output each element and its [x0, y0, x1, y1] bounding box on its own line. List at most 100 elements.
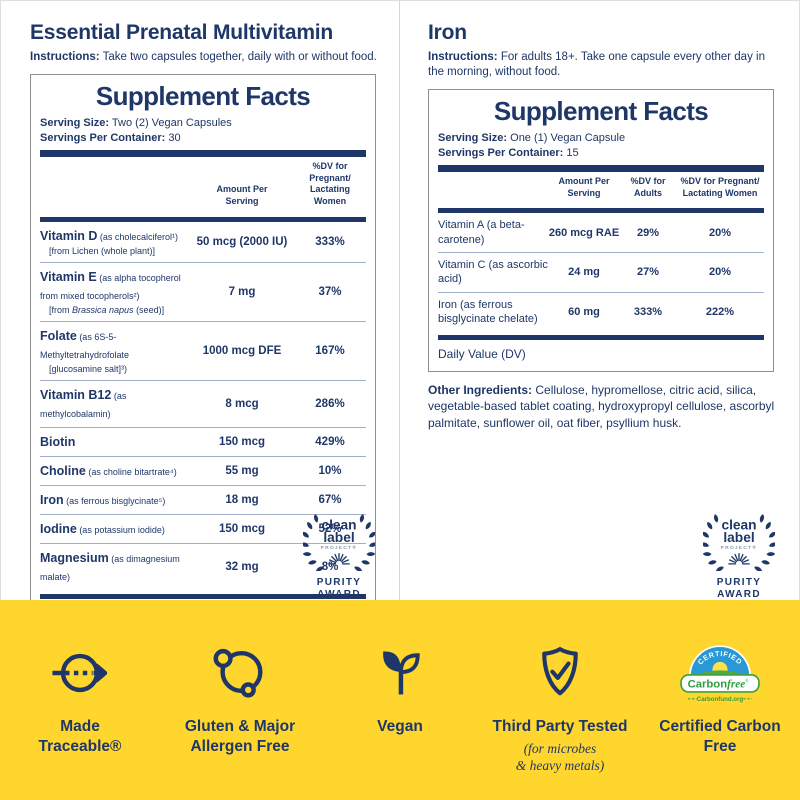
row-divider: [40, 514, 366, 516]
row-divider: [40, 456, 366, 458]
footer-item-made-traceable: Made Traceable®: [0, 600, 160, 800]
svg-text:PROJECT®: PROJECT®: [321, 544, 358, 550]
nutrient-name: Iodine (as potassium iodide): [40, 522, 165, 537]
servings-value: 30: [165, 132, 181, 145]
instructions-text: Take two capsules together, daily with o…: [99, 51, 377, 63]
nutrient-name: Biotin: [40, 435, 76, 450]
dv-adults-cell: 27%: [636, 266, 660, 279]
row-divider: [40, 261, 366, 263]
dv-cell: 10%: [318, 465, 342, 478]
svg-text:clean: clean: [321, 517, 356, 532]
other-ingredients-text: Cellulose, hypromellose, citric acid, si…: [428, 383, 775, 430]
other-ingredients-label: Other Ingredients:: [428, 383, 533, 398]
dv-cell: 167%: [315, 344, 345, 357]
table-row: Vitamin B12 (as methylcobalamin) 8 mcg 2…: [40, 381, 366, 427]
laurel-wreath-icon: clean label PROJECT®: [700, 513, 778, 573]
nutrient-name: Folate (as 6S-5-Methyltetrahydrofolate […: [40, 322, 190, 380]
amount-cell: 1000 mcg DFE: [202, 344, 282, 357]
dv-adults-cell: 29%: [636, 226, 660, 239]
table-row: Vitamin C (as ascorbic acid) 24 mg 27% 2…: [438, 253, 764, 292]
allergen-free-icon: [211, 640, 269, 706]
clean-label-purity-award-badge: clean label PROJECT® PURITY AWARD: [700, 513, 778, 601]
footer-item-allergen-free: Gluten & Major Allergen Free: [160, 600, 320, 800]
table-row: Vitamin D (as cholecalciferol¹) [from Li…: [40, 222, 366, 262]
table-row: Vitamin E (as alpha tocopherol from mixe…: [40, 263, 366, 321]
col-amount: Amount Per Serving: [558, 176, 610, 198]
table-row: Folate (as 6S-5-Methyltetrahydrofolate […: [40, 322, 366, 380]
amount-cell: 55 mg: [225, 465, 259, 478]
nutrient-name: Vitamin D (as cholecalciferol¹) [from Li…: [40, 222, 190, 262]
svg-text:PROJECT®: PROJECT®: [721, 544, 758, 550]
dv-pregnant-cell: 20%: [708, 266, 732, 279]
row-divider: [438, 252, 764, 253]
table-row: Vitamin A (a beta-carotene) 260 mcg RAE …: [438, 213, 764, 252]
thick-rule: [438, 335, 764, 341]
dv-cell: 52%: [318, 523, 342, 536]
amount-cell: 260 mcg RAE: [548, 226, 620, 239]
servings-label: Servings Per Container:: [40, 132, 166, 145]
nutrient-name: Vitamin C (as ascorbic acid): [438, 259, 548, 286]
instructions: Instructions: Take two capsules together…: [30, 50, 382, 65]
footer-item-label: Certified Carbon Free: [659, 718, 781, 755]
nutrient-name: Vitamin B12 (as methylcobalamin): [40, 388, 127, 420]
nutrient-source: [from Lichen (whole plant)]: [49, 245, 156, 256]
dv-pregnant-cell: 222%: [705, 305, 735, 318]
laurel-wreath-icon: clean label PROJECT®: [300, 513, 378, 573]
dv-pregnant-cell: 20%: [708, 226, 732, 239]
table-row: Iron (as ferrous bisglycinate chelate) 6…: [438, 293, 764, 332]
svg-text:clean: clean: [721, 517, 756, 532]
col-dv-adults: %DV for Adults: [630, 176, 666, 198]
row-divider: [40, 485, 366, 487]
footer-item-third-party-tested: Third Party Tested (for microbes & heavy …: [480, 600, 640, 800]
thick-rule: [438, 165, 764, 173]
nutrient-name: Vitamin A (a beta-carotene): [438, 219, 525, 246]
table-header-row: Amount Per Serving %DV for Pregnant/Lacta…: [40, 157, 366, 213]
other-ingredients: Other Ingredients: Cellulose, hypromello…: [428, 382, 780, 431]
svg-text:label: label: [323, 530, 354, 545]
iron-panel: Iron Instructions: For adults 18+. Take …: [428, 21, 780, 431]
servings-per-container: Servings Per Container: 30: [40, 131, 366, 146]
thick-rule: [40, 216, 366, 222]
footer-item-label: Third Party Tested: [492, 718, 628, 735]
col-dv: %DV for Pregnant/Lactating Women: [309, 160, 351, 206]
table-header-row: Amount Per Serving %DV for Adults %DV for …: [438, 172, 764, 204]
amount-cell: 150 mcg: [218, 436, 266, 449]
servings-label: Servings Per Container:: [438, 147, 564, 160]
amount-cell: 150 mcg: [218, 523, 266, 536]
dv-cell: 286%: [315, 398, 345, 411]
footer-item-label: Gluten & Major Allergen Free: [184, 718, 296, 755]
instructions-label: Instructions:: [428, 51, 498, 63]
dv-footnote: Daily Value (DV): [438, 347, 526, 362]
amount-cell: 60 mg: [568, 305, 600, 318]
shield-check-icon: [533, 640, 587, 706]
svg-text:label: label: [723, 530, 754, 545]
row-divider: [40, 543, 366, 545]
servings-value: 15: [563, 147, 579, 160]
dv-adults-cell: 333%: [633, 305, 663, 318]
thick-rule: [40, 149, 366, 157]
purity-award-label: PURITY AWARD: [316, 577, 362, 600]
amount-cell: 50 mcg (2000 IU): [196, 235, 288, 248]
nutrient-name: Iron (as ferrous bisglycinate chelate): [438, 298, 538, 325]
dv-cell: 37%: [318, 285, 342, 298]
page-title: Essential Prenatal Multivitamin: [30, 21, 334, 44]
serving-size-label: Serving Size:: [438, 132, 508, 145]
row-divider: [438, 291, 764, 293]
amount-cell: 24 mg: [568, 266, 600, 279]
serving-size: Serving Size: Two (2) Vegan Capsules: [40, 116, 366, 131]
nutrient-source: [glucosamine salt]³): [49, 363, 128, 374]
footer-item-sublabel: (for microbes & heavy metals): [515, 740, 605, 774]
nutrient-source: [from Brassica napus (seed)]: [49, 304, 165, 315]
amount-cell: 7 mg: [228, 285, 256, 298]
nutrient-name: Vitamin E (as alpha tocopherol from mixe…: [40, 263, 190, 321]
thick-rule: [40, 594, 366, 600]
amount-cell: 8 mcg: [225, 398, 259, 411]
table-row: Iodine (as potassium iodide) 150 mcg 52%: [40, 515, 366, 543]
traceability-icon: [50, 640, 110, 706]
svg-text:Carbonfree®: Carbonfree®: [688, 678, 749, 690]
dv-cell: 67%: [318, 494, 342, 507]
facts-title: Supplement Facts: [95, 81, 311, 112]
amount-cell: 32 mg: [225, 561, 259, 574]
nutrient-name: Iron (as ferrous bisglycinate⁵): [40, 493, 166, 508]
clean-label-purity-award-badge: clean label PROJECT® PURITY AWARD: [300, 513, 378, 601]
